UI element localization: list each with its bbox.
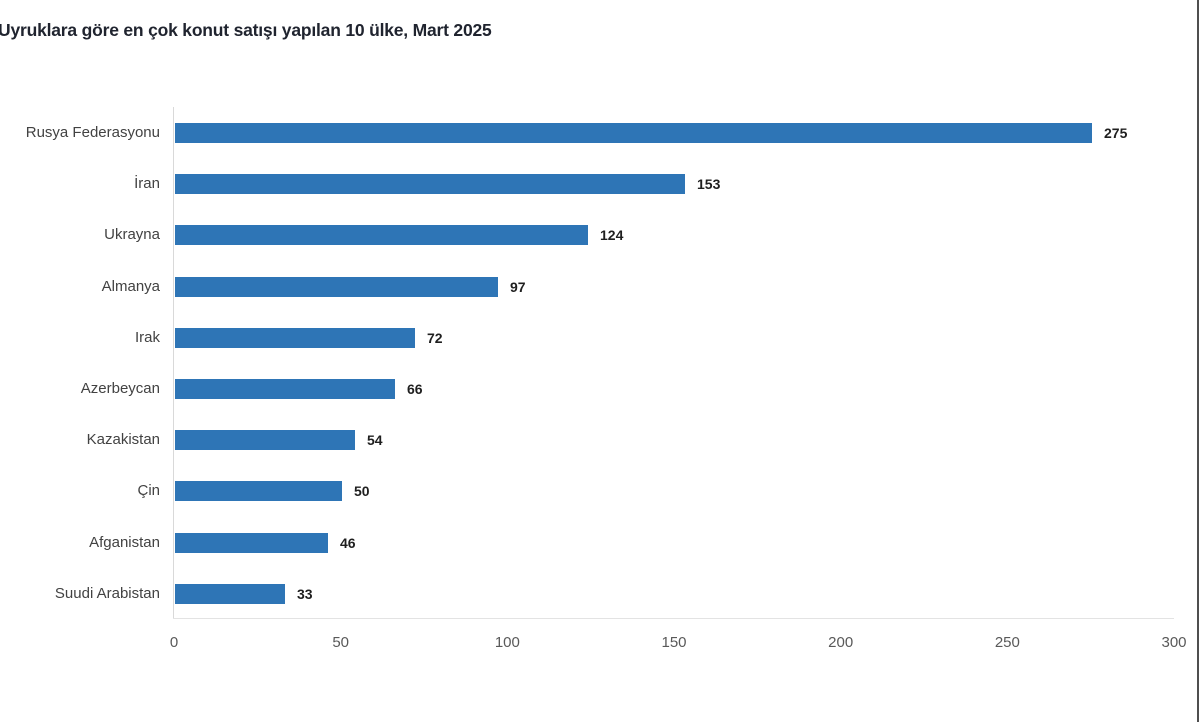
x-tick-label: 200 <box>828 634 854 651</box>
category-label: Afganistan <box>89 533 160 551</box>
x-tick-label: 250 <box>994 634 1020 651</box>
category-label: Suudi Arabistan <box>54 584 160 602</box>
category-label: Azerbeycan <box>80 380 160 397</box>
bar <box>175 327 415 348</box>
category-label: İran <box>134 175 160 193</box>
bar <box>175 430 355 451</box>
category-label: Ukrayna <box>104 226 160 244</box>
bar <box>175 379 395 399</box>
y-axis-line <box>173 107 174 618</box>
x-tick-label: 100 <box>494 634 520 651</box>
value-label: 153 <box>697 176 721 193</box>
category-label: Almanya <box>101 277 160 295</box>
category-label: Irak <box>134 328 160 346</box>
value-label: 33 <box>297 585 313 602</box>
value-label: 275 <box>1104 125 1128 141</box>
category-label: Rusya Federasyonu <box>25 124 160 141</box>
bar <box>175 174 685 195</box>
x-tick-label: 150 <box>661 634 687 651</box>
value-label: 97 <box>510 278 526 295</box>
window-edge-line <box>1197 0 1199 722</box>
value-label: 124 <box>600 227 624 244</box>
bar <box>175 225 588 246</box>
bar <box>175 481 342 502</box>
category-label: Kazakistan <box>86 431 160 449</box>
bar <box>175 583 285 604</box>
chart-title: Uyruklara göre en çok konut satışı yapıl… <box>0 20 492 40</box>
value-label: 46 <box>340 534 356 551</box>
category-label: Çin <box>137 482 160 500</box>
bar <box>175 532 328 553</box>
x-tick-label: 300 <box>1161 634 1187 651</box>
bar <box>175 123 1092 143</box>
value-label: 50 <box>354 483 370 500</box>
value-label: 72 <box>427 329 443 346</box>
x-axis-line <box>173 618 1174 619</box>
value-label: 66 <box>407 381 423 397</box>
x-tick-label: 0 <box>169 634 179 651</box>
value-label: 54 <box>367 432 383 449</box>
bar <box>175 276 498 297</box>
x-tick-label: 50 <box>332 634 349 651</box>
